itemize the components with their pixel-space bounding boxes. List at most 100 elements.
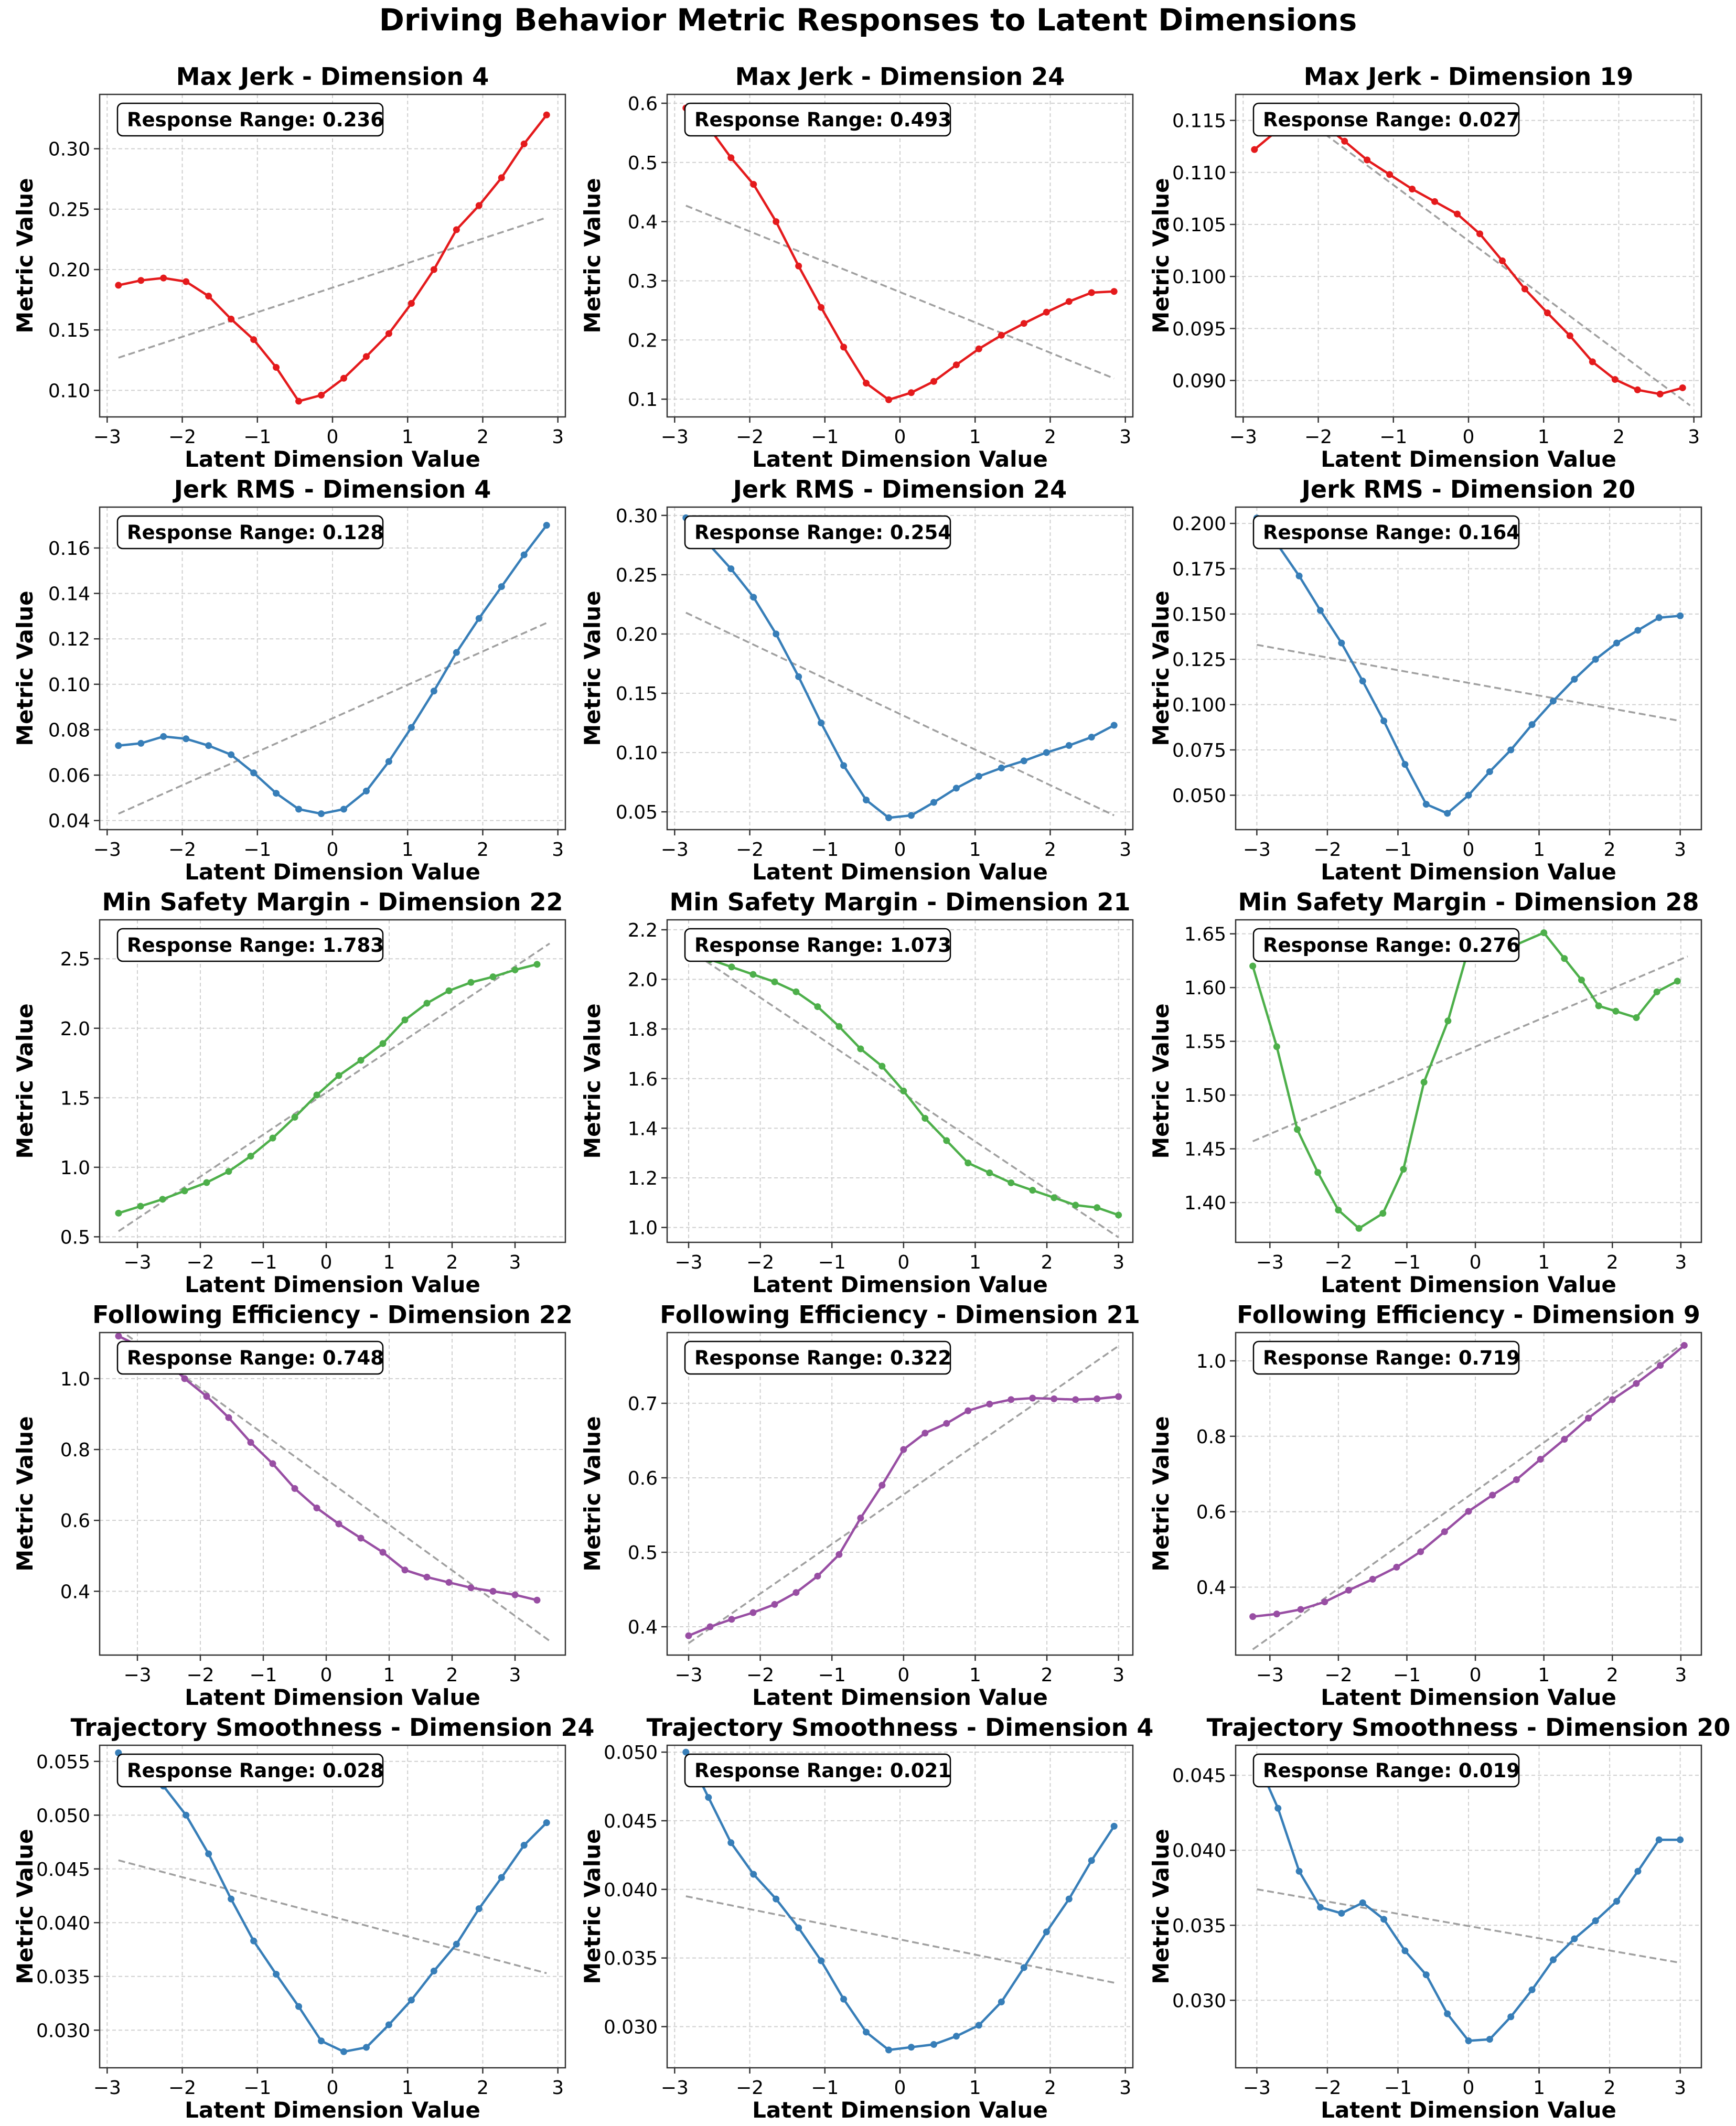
data-point: [1441, 1528, 1448, 1536]
x-tick-label: 0: [1463, 839, 1475, 861]
response-range-label: Response Range: 1.073: [694, 934, 951, 957]
data-point: [203, 1393, 210, 1400]
trend-line: [118, 217, 547, 359]
y-axis-label: Metric Value: [580, 178, 605, 333]
data-point: [1020, 757, 1027, 765]
y-tick-label: 0.25: [616, 565, 658, 586]
data-point: [1088, 289, 1095, 296]
y-tick-label: 1.8: [628, 1019, 658, 1040]
data-point: [159, 1196, 166, 1203]
data-point: [453, 1940, 460, 1948]
x-tick-label: 3: [1675, 1665, 1687, 1686]
data-point: [814, 1003, 821, 1011]
y-tick-label: 0.100: [1172, 695, 1226, 716]
x-axis-label: Latent Dimension Value: [752, 1684, 1048, 1710]
data-point: [379, 1040, 387, 1047]
data-point: [1653, 988, 1660, 995]
y-tick-label: 0.12: [48, 629, 90, 650]
subplot: −3 −2 −1 0 1 2 3 0.10 0.15 0.20 0.25 0.30 Max Jerk -…: [12, 62, 566, 472]
data-point: [408, 299, 415, 307]
data-point: [423, 1573, 431, 1581]
data-point: [1273, 1610, 1280, 1618]
y-tick-label: 1.0: [60, 1157, 90, 1179]
data-point: [1115, 1211, 1122, 1219]
data-point: [1677, 1836, 1684, 1843]
data-point: [965, 1159, 972, 1167]
data-point: [1401, 1947, 1409, 1955]
subplot: −3 −2 −1 0 1 2 3 0.05 0.10 0.15 0.20 0.25 0.30 Jerk R…: [580, 475, 1134, 885]
series-line: [118, 524, 548, 815]
data-point: [835, 1551, 843, 1558]
data-point: [878, 1481, 886, 1489]
data-point: [520, 140, 528, 147]
x-tick-label: −2: [1324, 1665, 1352, 1686]
data-point: [430, 688, 437, 695]
response-range-box: [684, 928, 951, 962]
y-axis-label: Metric Value: [12, 590, 38, 746]
plot-content: [682, 1748, 1118, 2054]
subplot: −3 −2 −1 0 1 2 3 0.4 0.5 0.6 0.7 Following Efficien…: [580, 1301, 1140, 1710]
data-point: [1043, 308, 1050, 316]
y-tick-label: 0.08: [48, 720, 90, 741]
data-point: [818, 720, 825, 727]
x-tick-label: −2: [736, 2077, 764, 2099]
data-point: [1393, 1563, 1400, 1571]
y-tick-label: 0.6: [1196, 1502, 1226, 1523]
response-range-label: Response Range: 0.748: [127, 1347, 384, 1369]
y-tick-label: 0.5: [60, 1227, 90, 1248]
data-point: [1088, 734, 1095, 741]
data-point: [1316, 1904, 1324, 1911]
data-point: [1029, 1187, 1036, 1194]
x-tick-label: 2: [1604, 839, 1616, 861]
data-point: [489, 973, 497, 981]
data-point: [295, 2003, 303, 2010]
data-point: [1561, 1436, 1568, 1443]
data-point: [749, 1609, 757, 1616]
data-point: [340, 2048, 347, 2055]
x-tick-label: 1: [969, 839, 981, 861]
x-tick-label: 3: [552, 839, 564, 861]
data-point: [878, 1062, 886, 1070]
data-point: [952, 361, 960, 369]
subplot: −3 −2 −1 0 1 2 3 0.030 0.035 0.040 0.045 0.050Traje…: [580, 1713, 1153, 2123]
trend-line: [688, 949, 1119, 1238]
x-tick-label: 2: [1041, 1665, 1053, 1686]
data-point: [1294, 1126, 1301, 1133]
subplot-title: Min Safety Margin - Dimension 22: [102, 888, 563, 916]
y-tick-label: 0.035: [1172, 1915, 1226, 1937]
x-tick-label: −1: [243, 426, 271, 448]
data-point: [1115, 1393, 1122, 1400]
data-point: [1613, 1897, 1621, 1905]
x-tick-label: −3: [1229, 426, 1257, 448]
y-tick-label: 0.6: [628, 1468, 658, 1489]
data-point: [1489, 1491, 1496, 1499]
data-point: [1020, 1964, 1027, 1971]
data-point: [705, 1794, 712, 1801]
data-point: [137, 1202, 144, 1210]
data-point: [250, 1937, 258, 1945]
data-point: [511, 1591, 519, 1598]
y-tick-label: 0.15: [616, 683, 658, 705]
y-tick-label: 0.050: [1172, 785, 1226, 807]
data-point: [727, 154, 735, 162]
data-point: [1422, 801, 1430, 808]
y-tick-label: 0.175: [1172, 559, 1226, 580]
subplot-title: Trajectory Smoothness - Dimension 20: [1207, 1713, 1731, 1742]
x-tick-label: 0: [327, 426, 339, 448]
plot-frame: [99, 919, 566, 1243]
response-range-label: Response Range: 0.322: [694, 1347, 951, 1369]
data-point: [1634, 386, 1641, 393]
y-tick-label: 0.035: [604, 1948, 658, 1970]
x-axis-label: Latent Dimension Value: [1321, 1272, 1616, 1297]
response-range-box: [116, 515, 384, 550]
data-point: [773, 1895, 780, 1903]
x-tick-label: 3: [1688, 426, 1700, 448]
data-point: [1444, 2010, 1451, 2017]
data-point: [907, 812, 915, 819]
x-tick-label: −1: [818, 1665, 846, 1686]
x-tick-label: −2: [1313, 2077, 1341, 2099]
subplot-title: Max Jerk - Dimension 19: [1304, 62, 1634, 91]
y-tick-label: 1.2: [628, 1168, 658, 1189]
data-point: [792, 1589, 800, 1596]
plot-content: [685, 1345, 1122, 1644]
